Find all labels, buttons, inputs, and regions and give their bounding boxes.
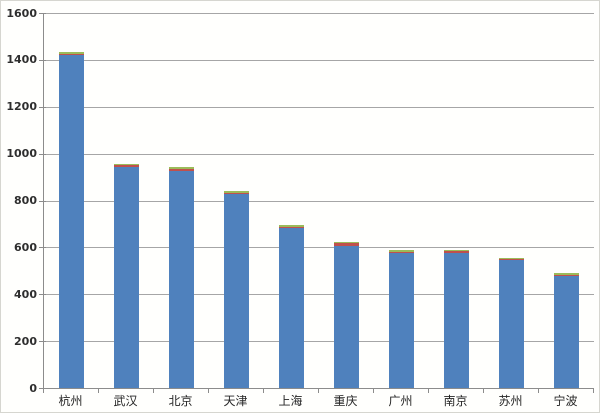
bar-南京-series3 (444, 249, 469, 252)
gridline-600 (44, 247, 594, 249)
bar-苏州-series2 (499, 258, 524, 261)
x-axis-label-北京: 北京 (168, 394, 193, 408)
x-axis-label-天津: 天津 (223, 394, 248, 408)
y-axis-tick-label-1600: 1600 (6, 6, 37, 20)
x-axis-tick-mark-0 (43, 389, 44, 393)
y-axis-tick-label-1400: 1400 (6, 53, 37, 67)
y-axis-tick-mark-400 (39, 294, 46, 296)
bar-重庆-series3 (334, 242, 359, 243)
x-axis-label-武汉: 武汉 (113, 394, 138, 408)
x-axis-label-上海: 上海 (278, 394, 303, 408)
x-axis-tick-mark-7 (428, 389, 429, 393)
plot-area (43, 13, 594, 389)
y-axis-tick-label-800: 800 (14, 194, 37, 207)
bar-上海-series2 (279, 226, 304, 228)
bar-南京-series1 (444, 252, 469, 388)
bar-武汉-series2 (114, 164, 139, 168)
y-axis-tick-label-0: 0 (29, 381, 37, 395)
bar-广州-series3 (389, 250, 414, 253)
y-axis-tick-label-1000: 1000 (6, 147, 37, 161)
bar-北京-series1 (169, 170, 194, 388)
bar-北京-series2 (169, 168, 194, 171)
y-axis-tick-mark-1600 (39, 13, 46, 14)
bar-广州-series1 (389, 252, 414, 388)
bar-杭州-series1 (59, 55, 84, 388)
bar-上海-series3 (279, 224, 304, 227)
bar-武汉-series1 (114, 167, 139, 388)
x-axis-tick-mark-4 (263, 389, 264, 393)
gridline-1400 (44, 59, 594, 61)
bar-重庆-series1 (334, 245, 359, 388)
y-axis-tick-label-400: 400 (14, 287, 37, 301)
gridline-1000 (44, 153, 594, 155)
y-axis-tick-label-1200: 1200 (6, 100, 37, 114)
bar-宁波-series3 (554, 273, 579, 275)
bar-武汉-series3 (114, 163, 139, 165)
bar-杭州-series3 (59, 51, 84, 54)
bar-杭州-series2 (59, 53, 84, 56)
bar-广州-series2 (389, 252, 414, 253)
x-axis-tick-mark-10 (593, 389, 594, 393)
bar-天津-series2 (224, 193, 249, 195)
y-axis-tick-mark-1400 (39, 59, 46, 61)
x-axis-tick-mark-1 (98, 389, 99, 393)
x-axis-tick-mark-2 (153, 389, 154, 393)
bar-宁波-series2 (554, 274, 579, 277)
x-axis-label-广州: 广州 (388, 394, 413, 408)
gridline-200 (44, 341, 594, 343)
y-axis-tick-label-200: 200 (14, 334, 37, 348)
x-axis-label-杭州: 杭州 (58, 394, 83, 408)
x-axis-label-南京: 南京 (443, 394, 468, 408)
bar-苏州-series1 (499, 260, 524, 388)
x-axis-tick-mark-6 (373, 389, 374, 393)
x-axis-tick-mark-8 (483, 389, 484, 393)
bar-北京-series3 (169, 166, 194, 169)
x-axis-label-宁波: 宁波 (553, 394, 578, 408)
y-axis-tick-label-600: 600 (14, 240, 37, 254)
x-axis-tick-mark-3 (208, 389, 209, 393)
bar-重庆-series2 (334, 242, 359, 246)
y-axis-tick-mark-800 (39, 200, 46, 202)
y-axis-tick-mark-600 (39, 247, 46, 249)
y-axis-tick-mark-1200 (39, 106, 46, 108)
y-axis-tick-mark-0 (39, 388, 46, 389)
bar-南京-series2 (444, 251, 469, 253)
bar-宁波-series1 (554, 276, 579, 388)
bar-天津-series1 (224, 194, 249, 388)
x-axis-tick-mark-5 (318, 389, 319, 393)
gridline-800 (44, 200, 594, 202)
gridline-400 (44, 294, 594, 296)
y-axis-tick-mark-1000 (39, 153, 46, 155)
y-axis-tick-mark-200 (39, 341, 46, 343)
x-axis-label-重庆: 重庆 (333, 394, 358, 408)
x-axis-label-苏州: 苏州 (498, 394, 523, 408)
bar-上海-series1 (279, 227, 304, 388)
gridline-1200 (44, 106, 594, 108)
gridline-1600 (44, 13, 594, 14)
bar-天津-series3 (224, 191, 249, 194)
x-axis-tick-mark-9 (538, 389, 539, 393)
